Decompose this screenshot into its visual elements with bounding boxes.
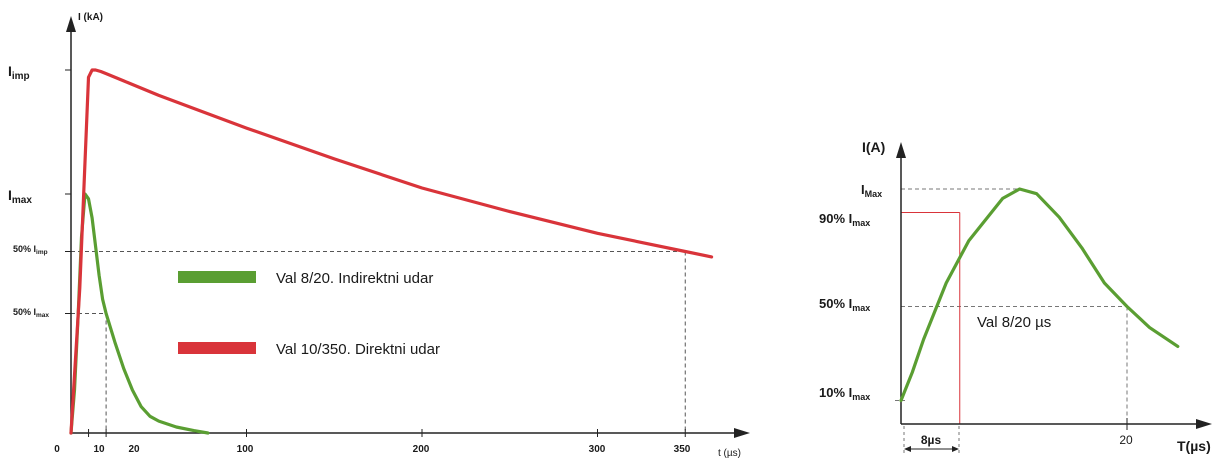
left-x-axis-title: t (µs): [718, 448, 741, 459]
legend-label-green: Val 8/20. Indirektni udar: [276, 270, 433, 287]
legend-swatch-red: [178, 342, 256, 354]
y-label-50: 50% Imax: [819, 296, 870, 313]
right-guide-lines: [895, 188, 1128, 424]
y-label-90: 90% Imax: [819, 211, 870, 228]
series-10-350-line: [69, 68, 714, 435]
x-tick-label-20: 20: [128, 444, 140, 455]
time-annotation-label: 8µs: [921, 433, 942, 447]
left-y-axis-arrow: [66, 16, 76, 32]
series-8-20-detail-line: [899, 187, 1180, 403]
legend-swatch-green: [178, 271, 256, 283]
series-8-20-line: [69, 192, 210, 435]
y-label-max: Imax: [8, 187, 32, 206]
right-chart: I(A) T(µs) 20 IMax 90% Imax 50% Imax 10%…: [819, 139, 1212, 455]
left-guide-lines: [71, 251, 686, 433]
left-series: [69, 68, 714, 435]
y-label-imax: IMax: [861, 182, 882, 199]
right-x-axis-arrow: [1196, 419, 1212, 429]
left-x-tick-marks: [88, 429, 686, 437]
y-label-10: 10% Imax: [819, 385, 870, 402]
x-tick-label-200: 200: [413, 444, 430, 455]
y-label-half-imp: 50% Iimp: [13, 244, 48, 256]
time-annotation: 8µs: [903, 426, 960, 455]
x-tick-label-10: 10: [93, 444, 105, 455]
right-x-axis-title: T(µs): [1177, 438, 1211, 454]
right-x-tick-label-20: 20: [1119, 433, 1133, 447]
right-series: [899, 187, 1180, 403]
left-x-axis-arrow: [734, 428, 750, 438]
legend-label-red: Val 10/350. Direktni udar: [276, 341, 440, 358]
x-tick-label-350: 350: [674, 444, 691, 455]
right-y-axis-arrow: [896, 142, 906, 158]
left-chart: I (kA) t (µs) Iimp Imax 50% Iimp 50% Ima…: [8, 12, 750, 459]
curve-label: Val 8/20 µs: [977, 314, 1051, 331]
right-y-axis-title: I(A): [862, 139, 885, 155]
left-y-tick-marks: [65, 69, 71, 314]
x-tick-label-300: 300: [589, 444, 606, 455]
left-y-axis-title: I (kA): [78, 12, 103, 23]
x-tick-label-100: 100: [237, 444, 254, 455]
y-label-half-max: 50% Imax: [13, 307, 49, 319]
y-label-imp: Iimp: [8, 63, 30, 82]
x-tick-label-0: 0: [54, 444, 60, 455]
legend: Val 8/20. Indirektni udar Val 10/350. Di…: [178, 270, 440, 358]
